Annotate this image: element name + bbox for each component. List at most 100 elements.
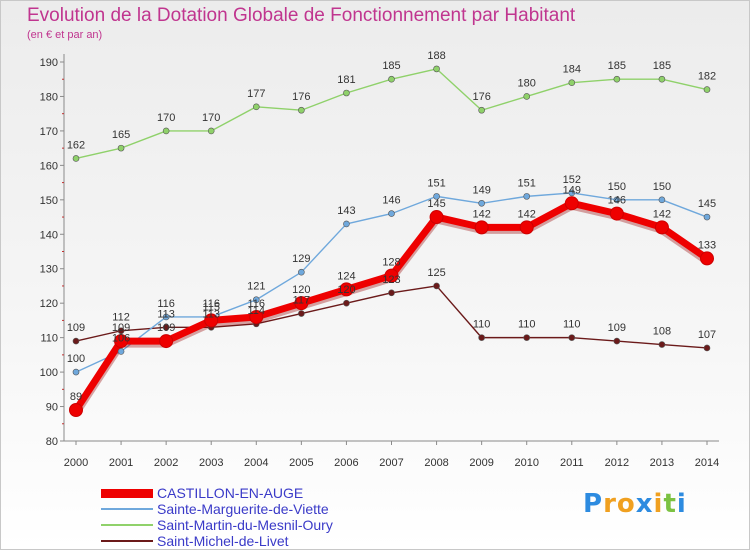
data-point xyxy=(249,309,264,324)
data-label: 142 xyxy=(518,208,536,220)
data-label: 110 xyxy=(518,319,536,331)
data-label: 113 xyxy=(202,308,220,320)
x-tick-label: 2014 xyxy=(695,457,719,469)
y-tick-label: 90 xyxy=(46,402,58,414)
data-label: 170 xyxy=(202,112,220,124)
data-label: 170 xyxy=(157,112,175,124)
y-tick-label: 120 xyxy=(40,298,58,310)
data-label: 129 xyxy=(292,253,310,265)
x-tick-label: 2009 xyxy=(469,457,493,469)
data-point xyxy=(700,251,714,266)
data-label: 176 xyxy=(472,91,490,103)
y-tick-label: 190 xyxy=(40,57,58,69)
data-label: 149 xyxy=(563,184,581,196)
data-label: 177 xyxy=(247,88,265,100)
x-tick-label: 2004 xyxy=(244,457,268,469)
data-point xyxy=(69,402,83,417)
data-label: 146 xyxy=(382,195,400,207)
data-point xyxy=(433,282,440,290)
data-label: 146 xyxy=(608,195,626,207)
x-tick-label: 2006 xyxy=(334,457,358,469)
legend-swatch xyxy=(101,524,153,526)
data-label: 185 xyxy=(653,60,671,72)
data-point xyxy=(568,334,576,341)
data-point xyxy=(298,268,305,276)
data-point xyxy=(519,220,534,235)
x-tick-label: 2013 xyxy=(650,457,674,469)
x-tick-label: 2000 xyxy=(64,457,88,469)
y-tick-label: 110 xyxy=(40,333,58,345)
x-tick-label: 2003 xyxy=(199,457,223,469)
logo-letter: i xyxy=(676,489,687,519)
data-label: 142 xyxy=(653,208,671,220)
data-point xyxy=(568,189,576,197)
data-point xyxy=(523,334,531,341)
data-label: 185 xyxy=(382,60,400,72)
data-label: 109 xyxy=(608,322,626,334)
data-label: 109 xyxy=(112,322,130,334)
data-label: 150 xyxy=(653,181,671,193)
data-label: 150 xyxy=(608,181,626,193)
data-point xyxy=(478,106,485,114)
chart-plot: 80 90 100 110 120 130 140 150 160 170 180 190 2000 20… xyxy=(40,50,720,469)
data-label: 110 xyxy=(473,319,491,331)
legend-label: CASTILLON-EN-AUGE xyxy=(157,485,304,501)
data-label: 124 xyxy=(337,270,355,282)
logo-letter: o xyxy=(616,489,636,519)
data-point xyxy=(703,344,711,352)
data-label: 149 xyxy=(472,184,490,196)
data-point xyxy=(613,337,621,345)
data-point xyxy=(294,296,309,311)
data-point xyxy=(564,196,579,211)
y-tick-label: 160 xyxy=(40,160,58,172)
data-point xyxy=(252,103,260,111)
y-tick-label: 180 xyxy=(40,91,58,103)
data-point xyxy=(343,299,350,307)
data-label: 106 xyxy=(112,332,130,344)
data-point xyxy=(523,93,531,100)
data-label: 112 xyxy=(112,312,130,324)
legend-swatch xyxy=(101,508,153,510)
data-label: 143 xyxy=(337,205,355,217)
data-label: 100 xyxy=(67,353,85,365)
data-label: 113 xyxy=(157,308,175,320)
data-point xyxy=(474,220,489,235)
legend-label: Saint-Martin-du-Mesnil-Oury xyxy=(157,517,333,533)
data-point xyxy=(72,337,80,345)
logo-letter: P xyxy=(583,489,604,519)
proxiti-logo: Proxiti xyxy=(583,489,687,519)
data-point xyxy=(429,210,444,225)
data-point xyxy=(609,206,624,221)
chart-title: Evolution de la Dotation Globale de Fonc… xyxy=(27,5,576,26)
data-point xyxy=(159,334,174,349)
y-tick-label: 100 xyxy=(40,367,58,379)
data-point xyxy=(478,199,485,207)
data-label: 145 xyxy=(427,198,445,210)
data-point xyxy=(703,213,711,221)
x-tick-label: 2002 xyxy=(154,457,178,469)
data-point xyxy=(388,210,395,217)
data-label: 184 xyxy=(563,64,581,76)
data-point xyxy=(654,220,669,235)
data-point xyxy=(343,220,350,228)
data-point xyxy=(384,268,399,283)
legend-label: Sainte-Marguerite-de-Viette xyxy=(157,501,329,517)
data-point xyxy=(117,144,125,152)
data-point xyxy=(613,196,621,204)
x-tick-label: 2001 xyxy=(109,457,133,469)
data-point xyxy=(204,313,219,328)
data-label: 109 xyxy=(67,322,85,334)
data-point xyxy=(207,127,215,135)
data-label: 182 xyxy=(698,71,716,83)
axes: 80 90 100 110 120 130 140 150 160 170 180 190 2000 20… xyxy=(40,54,719,469)
data-label: 116 xyxy=(202,298,220,310)
data-label: 109 xyxy=(157,322,175,334)
data-label: 151 xyxy=(427,177,445,189)
data-point xyxy=(388,75,395,83)
data-label: 188 xyxy=(427,50,445,62)
data-point xyxy=(114,334,129,349)
data-point xyxy=(343,89,350,97)
y-tick-label: 150 xyxy=(40,195,58,207)
data-label: 116 xyxy=(157,298,175,310)
